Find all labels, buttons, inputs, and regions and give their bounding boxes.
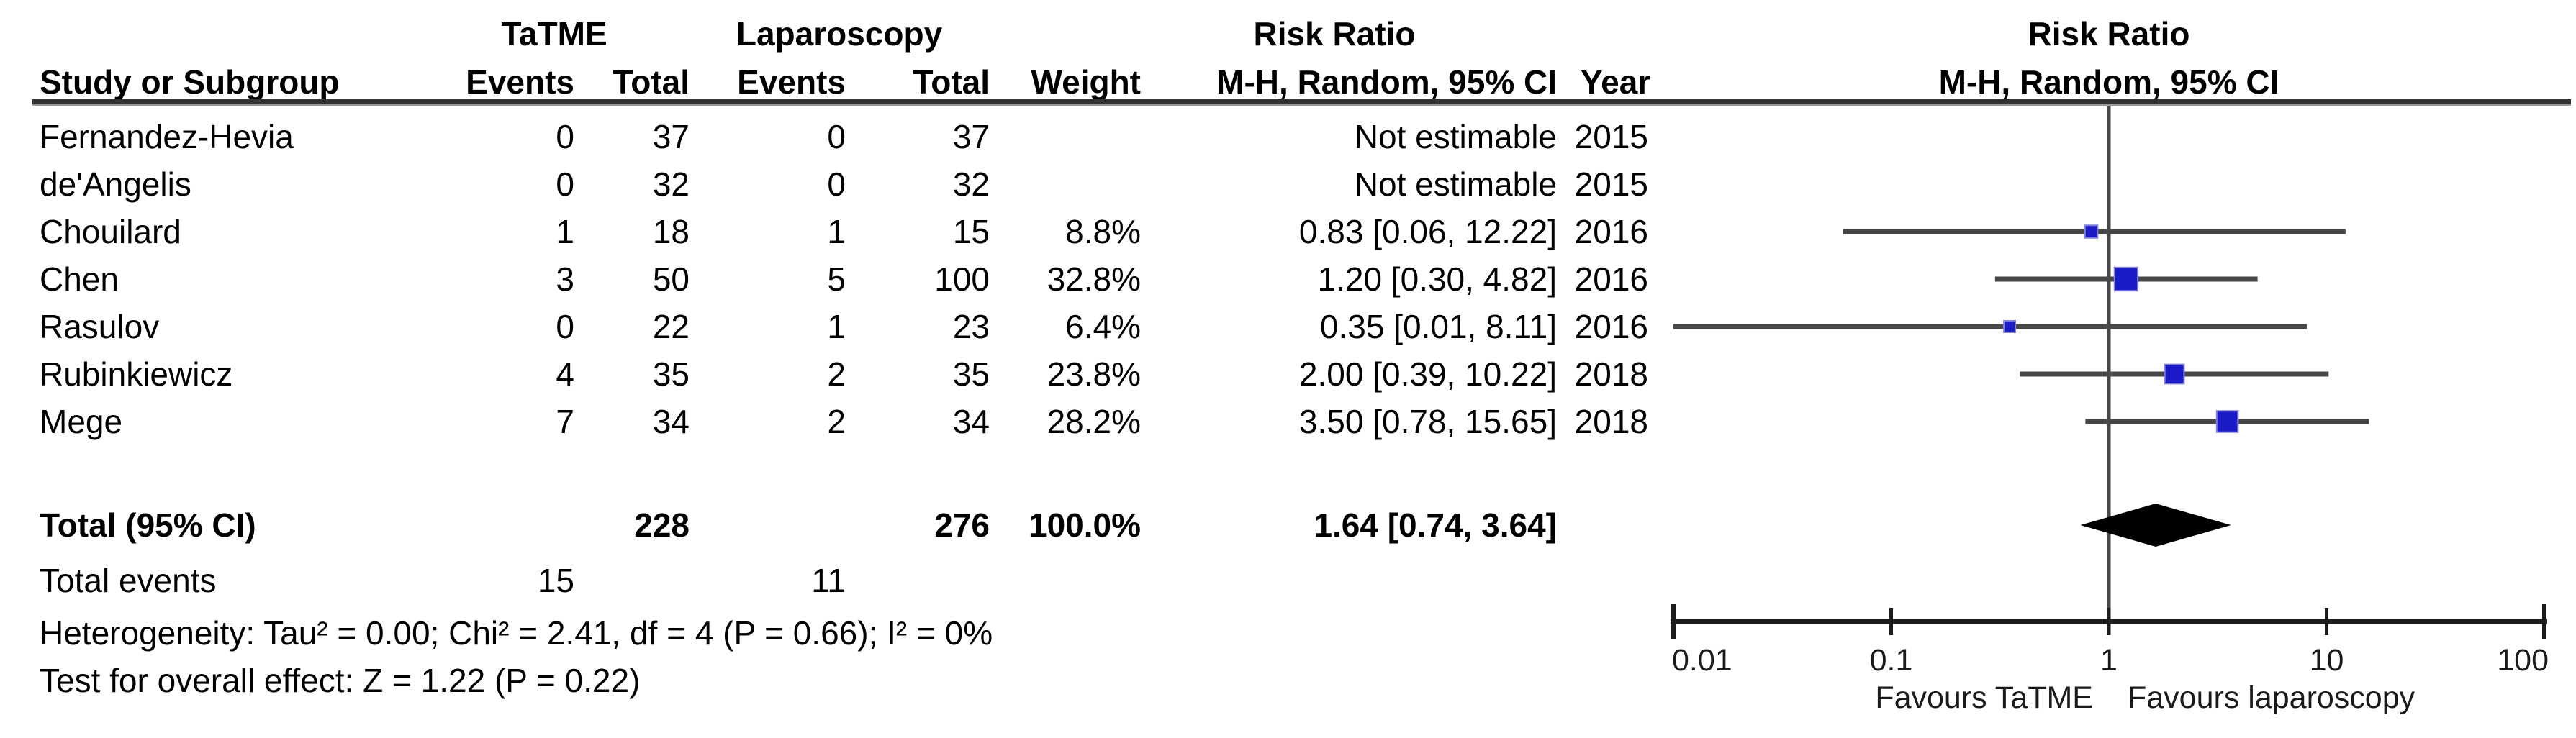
study-year: 2015 [1574, 118, 1648, 155]
study-rr-ci: Not estimable [1354, 118, 1557, 155]
tatme-total: 37 [652, 118, 690, 155]
x-axis-label-10: 10 [2310, 643, 2344, 678]
study-name: Mege [40, 403, 123, 440]
tatme-total: 32 [652, 165, 690, 203]
total-label: Total (95% CI) [40, 506, 256, 544]
tatme-events: 4 [556, 355, 574, 393]
column-header-lap-total: Total [913, 63, 990, 101]
tatme-events: 0 [556, 308, 574, 345]
overall-effect-test: Test for overall effect: Z = 1.22 (P = 0… [40, 662, 641, 699]
lap-events: 2 [827, 403, 846, 440]
total-events-label: Total events [40, 562, 217, 599]
x-axis-label-1: 1 [2100, 643, 2118, 678]
study-weight: 6.4% [1065, 308, 1141, 345]
study-rr-ci: 3.50 [0.78, 15.65] [1298, 403, 1557, 440]
total-tatme-n: 228 [634, 506, 690, 544]
header-separator-shadow [32, 104, 2571, 106]
weight-square-Rubinkiewicz [2164, 363, 2185, 385]
study-name: Rasulov [40, 308, 160, 345]
lap-total: 23 [952, 308, 990, 345]
lap-total: 34 [952, 403, 990, 440]
study-rr-ci: 1.20 [0.30, 4.82] [1317, 260, 1558, 298]
study-name: Chouilard [40, 213, 181, 250]
lap-events: 0 [827, 118, 846, 155]
study-year: 2015 [1574, 165, 1648, 203]
heterogeneity-stats: Heterogeneity: Tau² = 0.00; Chi² = 2.41,… [40, 614, 993, 652]
column-group-tatme: TaTME [501, 15, 607, 53]
summary-diamond [2080, 504, 2231, 547]
study-rr-ci: 0.83 [0.06, 12.22] [1298, 213, 1557, 250]
study-year: 2018 [1574, 403, 1648, 440]
x-axis-label-100: 100 [2497, 643, 2549, 678]
study-rr-ci: Not estimable [1354, 165, 1557, 203]
total-weight: 100.0% [1028, 506, 1141, 544]
tatme-total: 18 [652, 213, 690, 250]
tatme-events: 0 [556, 165, 574, 203]
study-name: Rubinkiewicz [40, 355, 233, 393]
tatme-total: 22 [652, 308, 690, 345]
total-lap-n: 276 [934, 506, 990, 544]
lap-total: 35 [952, 355, 990, 393]
lap-events: 5 [827, 260, 846, 298]
plot-title-risk-ratio: Risk Ratio [2028, 15, 2190, 53]
tatme-total: 34 [652, 403, 690, 440]
lap-events: 2 [827, 355, 846, 393]
favours-right-label: Favours laparoscopy [2128, 680, 2415, 715]
plot-subtitle-method: M-H, Random, 95% CI [1938, 63, 2279, 101]
header-separator-line [32, 99, 2571, 104]
tatme-total: 35 [652, 355, 690, 393]
lap-events: 1 [827, 213, 846, 250]
column-header-rr-method: M-H, Random, 95% CI [1216, 63, 1557, 101]
lap-events: 1 [827, 308, 846, 345]
total-events-tatme: 15 [537, 562, 574, 599]
tatme-events: 7 [556, 403, 574, 440]
tatme-events: 3 [556, 260, 574, 298]
lap-events: 0 [827, 165, 846, 203]
study-name: de'Angelis [40, 165, 191, 203]
total-events-lap: 11 [811, 562, 846, 599]
column-header-lap-events: Events [737, 63, 846, 101]
study-weight: 8.8% [1065, 213, 1141, 250]
study-year: 2016 [1574, 260, 1648, 298]
study-weight: 32.8% [1047, 260, 1141, 298]
x-axis-label-0.01: 0.01 [1672, 643, 1732, 678]
column-group-risk-ratio: Risk Ratio [1253, 15, 1416, 53]
weight-square-Chouilard [2084, 224, 2099, 239]
study-rr-ci: 2.00 [0.39, 10.22] [1298, 355, 1557, 393]
lap-total: 37 [952, 118, 990, 155]
study-year: 2016 [1574, 213, 1648, 250]
lap-total: 32 [952, 165, 990, 203]
study-name: Fernandez-Hevia [40, 118, 294, 155]
column-group-laparoscopy: Laparoscopy [736, 15, 943, 53]
tatme-total: 50 [652, 260, 690, 298]
column-header-year: Year [1581, 63, 1651, 101]
weight-square-Chen [2113, 266, 2139, 292]
study-year: 2018 [1574, 355, 1648, 393]
tatme-events: 0 [556, 118, 574, 155]
column-header-weight: Weight [1031, 63, 1141, 101]
column-header-tatme-events: Events [466, 63, 574, 101]
study-weight: 23.8% [1047, 355, 1141, 393]
study-year: 2016 [1574, 308, 1648, 345]
study-weight: 28.2% [1047, 403, 1141, 440]
column-header-tatme-total: Total [613, 63, 690, 101]
weight-square-Mege [2215, 410, 2239, 433]
study-rr-ci: 0.35 [0.01, 8.11] [1319, 308, 1557, 345]
lap-total: 15 [952, 213, 990, 250]
weight-square-Rasulov [2003, 320, 2017, 333]
x-axis-label-0.1: 0.1 [1870, 643, 1913, 678]
favours-left-label: Favours TaTME [1875, 680, 2093, 715]
total-rr-ci: 1.64 [0.74, 3.64] [1314, 506, 1557, 544]
column-header-study: Study or Subgroup [40, 63, 340, 101]
tatme-events: 1 [556, 213, 574, 250]
study-name: Chen [40, 260, 119, 298]
lap-total: 100 [934, 260, 990, 298]
